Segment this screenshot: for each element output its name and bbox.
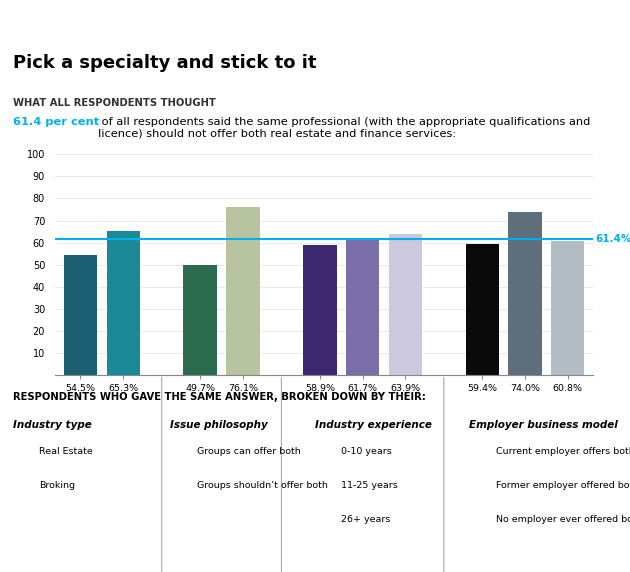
Text: 1.2: 1.2 xyxy=(21,16,45,30)
Text: Real Estate: Real Estate xyxy=(39,447,93,456)
Text: Industry type: Industry type xyxy=(13,420,91,430)
Text: 61.4%: 61.4% xyxy=(595,235,630,244)
Text: Current employer offers both: Current employer offers both xyxy=(496,447,630,456)
Text: Former employer offered both: Former employer offered both xyxy=(496,481,630,490)
Bar xyxy=(551,241,585,375)
Text: of all respondents said the same professional (with the appropriate qualificatio: of all respondents said the same profess… xyxy=(98,117,590,139)
Text: Broking: Broking xyxy=(39,481,75,490)
Text: 0-10 years: 0-10 years xyxy=(341,447,392,456)
Bar xyxy=(508,212,542,375)
Bar xyxy=(226,207,260,375)
Bar xyxy=(389,234,422,375)
Text: Groups can offer both: Groups can offer both xyxy=(197,447,301,456)
Bar xyxy=(183,265,217,375)
Bar xyxy=(346,239,379,375)
Text: No employer ever offered both: No employer ever offered both xyxy=(496,515,630,525)
Text: 61.4 per cent: 61.4 per cent xyxy=(13,117,99,127)
Bar xyxy=(106,231,140,375)
Text: Groups shouldn’t offer both: Groups shouldn’t offer both xyxy=(197,481,328,490)
Bar xyxy=(303,245,336,375)
Text: RESPONDENTS WHO GAVE THE SAME ANSWER, BROKEN DOWN BY THEIR:: RESPONDENTS WHO GAVE THE SAME ANSWER, BR… xyxy=(13,392,425,402)
Text: Industry experience: Industry experience xyxy=(315,420,432,430)
Text: 11-25 years: 11-25 years xyxy=(341,481,398,490)
Text: WHAT ALL RESPONDENTS THOUGHT: WHAT ALL RESPONDENTS THOUGHT xyxy=(13,98,215,108)
Text: Employer business model: Employer business model xyxy=(469,420,618,430)
Text: 26+ years: 26+ years xyxy=(341,515,391,525)
Bar xyxy=(64,255,97,375)
Text: Issue philosophy: Issue philosophy xyxy=(170,420,268,430)
Bar xyxy=(466,244,499,375)
Text: Pick a specialty and stick to it: Pick a specialty and stick to it xyxy=(13,54,316,72)
